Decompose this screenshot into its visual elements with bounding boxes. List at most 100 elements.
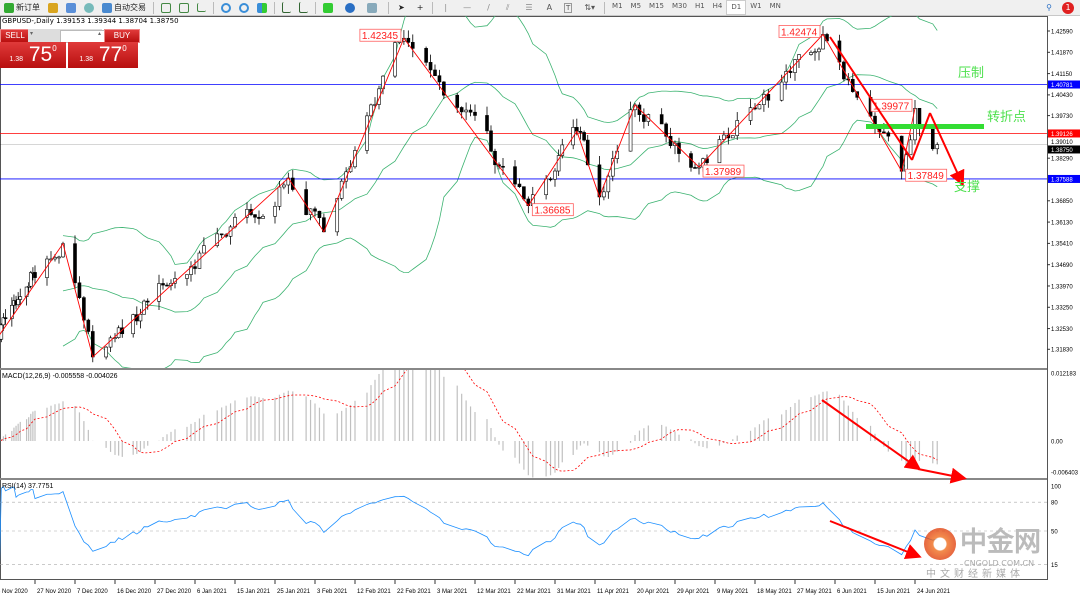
candle-body bbox=[344, 171, 348, 182]
buy-price[interactable]: 1.38 770 bbox=[68, 42, 138, 68]
rsi-pane bbox=[0, 485, 1047, 565]
candle-body bbox=[185, 274, 189, 279]
lot-increase-button[interactable]: ▴ bbox=[97, 31, 101, 37]
projection-arrow bbox=[929, 112, 965, 187]
timeframe-m30[interactable]: M30 bbox=[672, 2, 687, 10]
candle-body bbox=[433, 69, 437, 77]
date-tick-label: 27 Dec 2020 bbox=[157, 589, 192, 595]
candle-body bbox=[464, 109, 468, 113]
candle-body bbox=[473, 111, 477, 116]
timeframe-m15[interactable]: M15 bbox=[649, 2, 664, 10]
candle bbox=[73, 235, 77, 290]
candle-body bbox=[602, 191, 606, 198]
watermark-logo: 中金网 bbox=[960, 527, 1041, 558]
navigator-icon[interactable] bbox=[66, 2, 76, 13]
sell-price[interactable]: 1.38 750 bbox=[0, 42, 66, 68]
candle bbox=[219, 233, 224, 239]
axes: 1.42590 1.41870 1.41150 1.40781 1.40430 1.397… bbox=[0, 29, 1080, 595]
candle-body bbox=[642, 114, 646, 122]
price-tick-label: 1.32530 bbox=[1051, 327, 1073, 333]
price-line-value: 1.37588 bbox=[1051, 177, 1073, 183]
timeframe-m5[interactable]: M5 bbox=[630, 2, 642, 10]
candle-body bbox=[406, 37, 411, 43]
zoom-out-icon[interactable] bbox=[239, 2, 249, 13]
candle bbox=[77, 276, 82, 300]
terminal-icon[interactable] bbox=[84, 2, 94, 13]
crosshair-icon[interactable]: + bbox=[416, 3, 424, 12]
line-chart-icon[interactable] bbox=[197, 3, 206, 12]
candle bbox=[553, 168, 557, 187]
candle-body bbox=[202, 245, 206, 254]
candle bbox=[304, 181, 308, 216]
timeframe-h4[interactable]: H4 bbox=[712, 2, 723, 10]
timeframe-mn[interactable]: MN bbox=[769, 2, 781, 10]
candle-body bbox=[145, 300, 150, 303]
candle-body bbox=[437, 75, 442, 83]
arrows-icon[interactable]: ⇅▾ bbox=[584, 3, 596, 12]
candle bbox=[913, 99, 917, 145]
candle bbox=[108, 335, 113, 353]
timeframe-w1[interactable]: W1 bbox=[750, 2, 762, 10]
templates-icon[interactable] bbox=[367, 2, 377, 13]
price-line-tag bbox=[1048, 174, 1080, 183]
notification-icon[interactable]: 1 bbox=[1062, 1, 1074, 14]
pivot-label: 1.37849 bbox=[908, 171, 945, 182]
tile-windows-icon[interactable] bbox=[257, 2, 267, 13]
bar-chart-icon[interactable] bbox=[161, 2, 171, 13]
horizontal-line-icon[interactable]: — bbox=[463, 3, 472, 12]
candle-body bbox=[459, 107, 464, 113]
indicators-icon[interactable] bbox=[323, 2, 333, 13]
candle bbox=[582, 130, 586, 142]
candle bbox=[473, 104, 477, 121]
candle bbox=[821, 26, 825, 50]
candle-body bbox=[735, 120, 740, 136]
fibonacci-icon[interactable]: ☰ bbox=[525, 3, 533, 12]
timeframe-m1[interactable]: M1 bbox=[612, 2, 623, 10]
candle bbox=[556, 149, 561, 176]
candle bbox=[646, 113, 651, 126]
candle-body bbox=[779, 81, 784, 101]
price-tick-label: 1.42590 bbox=[1051, 29, 1073, 35]
price-tick-label: 1.41150 bbox=[1051, 72, 1073, 78]
candle bbox=[784, 64, 788, 90]
sell-button[interactable]: SELL bbox=[0, 29, 30, 43]
candle-body bbox=[578, 130, 583, 133]
autoscroll-icon[interactable] bbox=[299, 2, 308, 13]
date-tick-label: 12 Feb 2021 bbox=[357, 589, 391, 595]
one-click-trading-panel: SELL ▾ 1.00 ▴ BUY 1.38 750 1.38 770 bbox=[0, 29, 140, 68]
zoom-in-icon[interactable] bbox=[221, 2, 231, 13]
auto-trading-button[interactable]: 自动交易 bbox=[98, 0, 150, 15]
timeframe-h1[interactable]: H1 bbox=[694, 2, 705, 10]
text-label-icon[interactable]: T bbox=[564, 2, 573, 13]
candle-body bbox=[762, 93, 766, 105]
date-tick-label: 3 Mar 2021 bbox=[437, 589, 468, 595]
candle bbox=[157, 274, 161, 310]
chart-shift-icon[interactable] bbox=[282, 2, 291, 13]
date-tick-label: 29 Apr 2021 bbox=[677, 589, 710, 595]
text-icon[interactable]: A bbox=[546, 3, 553, 12]
channel-icon[interactable]: ⫽ bbox=[505, 2, 510, 12]
new-order-button[interactable]: 新订单 bbox=[0, 0, 44, 15]
buy-button[interactable]: BUY bbox=[104, 29, 140, 43]
lot-decrease-button[interactable]: ▾ bbox=[30, 31, 34, 37]
rsi-arrow bbox=[829, 520, 922, 559]
vertical-line-icon[interactable]: | bbox=[444, 3, 448, 12]
separator bbox=[315, 1, 316, 14]
candle bbox=[365, 112, 369, 154]
cursor-icon[interactable]: ➤ bbox=[398, 3, 405, 12]
trendline-icon[interactable]: / bbox=[487, 3, 490, 12]
periods-icon[interactable] bbox=[345, 2, 355, 13]
candle-body bbox=[730, 135, 735, 139]
price-tick-label: 1.33250 bbox=[1051, 306, 1073, 312]
market-watch-icon[interactable] bbox=[48, 2, 58, 13]
candle bbox=[664, 122, 668, 143]
candle-body bbox=[513, 166, 517, 185]
candlestick-icon[interactable] bbox=[179, 2, 189, 13]
timeframe-d1[interactable]: D1 bbox=[726, 0, 747, 15]
candle bbox=[410, 34, 415, 58]
search-icon[interactable]: ⚲ bbox=[1046, 3, 1052, 12]
pivot-label: 1.39977 bbox=[873, 101, 910, 112]
pivot-label-box bbox=[778, 25, 821, 38]
candle bbox=[131, 313, 135, 338]
